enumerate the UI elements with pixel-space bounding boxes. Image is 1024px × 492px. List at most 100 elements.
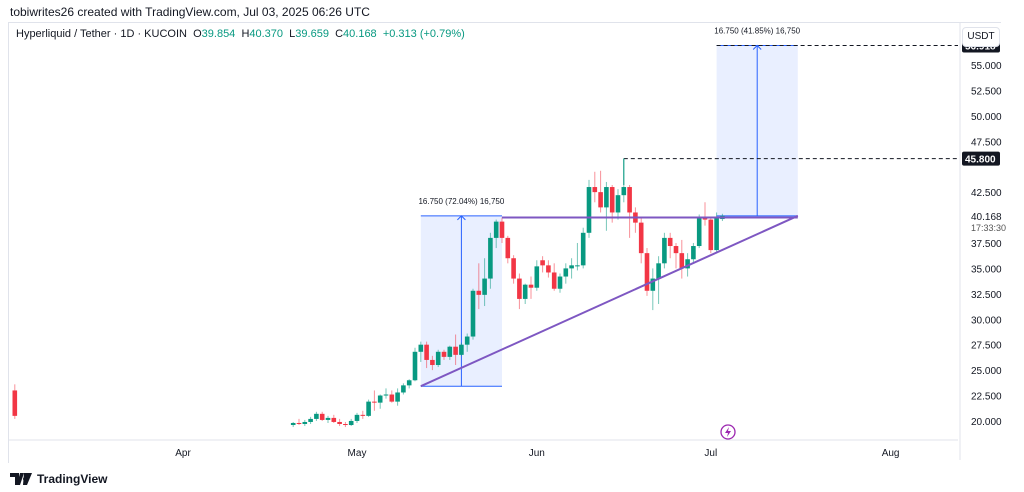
candle-body — [377, 395, 383, 403]
candle-body — [302, 421, 308, 425]
tradingview-logo-text: TradingView — [37, 472, 108, 486]
candle-body — [383, 394, 389, 396]
candle-body — [569, 265, 574, 269]
candle-body — [348, 420, 354, 426]
measure-label: 16.750 (72.04%) 16,750 — [418, 197, 504, 206]
candle-body — [650, 278, 656, 291]
candle-body — [395, 392, 400, 402]
candle-body — [586, 187, 592, 233]
open-value: 39.854 — [201, 28, 236, 40]
y-tick-label: 42.500 — [971, 188, 1002, 199]
chart-credit: tobiwrites26 created with TradingView.co… — [10, 5, 370, 19]
last-price-label: 40.168 — [971, 212, 1002, 223]
candle-body — [714, 216, 719, 251]
candle-body — [511, 258, 516, 279]
measure-arrowhead — [752, 44, 762, 50]
close-label: C — [335, 28, 344, 40]
candle-body — [557, 276, 563, 289]
y-tick-label: 27.500 — [971, 341, 1002, 352]
low-value: 39.659 — [295, 28, 329, 40]
symbol-legend: Hyperliquid / Tether · 1D · KUCOIN O39.8… — [16, 28, 465, 40]
measure-label: 16.750 (41.85%) 16,750 — [714, 26, 800, 35]
candle-body — [598, 192, 603, 208]
y-tick-label: 37.500 — [971, 239, 1002, 250]
candle-body — [662, 237, 667, 264]
candle-body — [406, 380, 412, 386]
candle-body — [673, 246, 679, 254]
candle-body — [540, 260, 545, 266]
x-tick-label: Apr — [175, 448, 191, 459]
high-value: 40.370 — [249, 28, 284, 40]
tradingview-logo: TradingView — [10, 472, 107, 486]
candle-body — [290, 422, 296, 426]
candle-body — [575, 265, 580, 267]
candle-body — [12, 390, 18, 416]
candle-body — [424, 344, 429, 360]
candle-body — [667, 237, 673, 247]
candle-body — [679, 253, 685, 269]
candle-body — [482, 278, 487, 295]
candle-body — [493, 221, 499, 238]
chart-frame — [8, 22, 1001, 463]
lightning-glyph — [725, 427, 731, 437]
candle-body — [435, 351, 441, 366]
x-tick-label: May — [348, 448, 367, 459]
candle-body — [505, 237, 511, 259]
candle-body — [389, 394, 395, 402]
candle-body — [453, 346, 458, 355]
candle-body — [319, 413, 325, 420]
candle-body — [499, 221, 505, 238]
candle-body — [476, 290, 482, 295]
y-tick-label: 32.500 — [971, 290, 1002, 301]
candle-body — [615, 195, 621, 213]
candle-body — [627, 187, 632, 213]
y-tick-label: 52.500 — [971, 86, 1002, 97]
candle-body — [488, 237, 493, 279]
lightning-event-icon[interactable] — [720, 424, 736, 440]
low-label: L — [289, 28, 296, 40]
candle-body — [418, 344, 424, 352]
y-tick-label: 55.000 — [971, 61, 1002, 72]
candle-body — [470, 290, 476, 337]
candle-body — [337, 421, 342, 425]
plot-area — [12, 44, 958, 428]
candle-body — [656, 263, 661, 279]
candle-body — [401, 385, 406, 393]
candle-body — [366, 401, 371, 416]
candle-body — [447, 346, 453, 357]
y-tick-label: 25.000 — [971, 366, 1002, 377]
tradingview-logo-icon — [10, 473, 32, 485]
measure-arrowhead — [457, 215, 466, 221]
candle-body — [702, 217, 708, 220]
ascending-trendline — [420, 214, 799, 388]
open-label: O — [193, 28, 202, 40]
candle-body — [609, 187, 615, 213]
y-tick-label: 22.500 — [971, 392, 1002, 403]
candle-body — [308, 418, 313, 422]
candle-body — [354, 414, 360, 421]
candle-body — [325, 417, 331, 420]
change-value: +0.313 (+0.79%) — [382, 28, 465, 40]
candle-body — [546, 265, 551, 273]
candle-body — [360, 414, 366, 416]
candle-body — [708, 219, 714, 251]
candle-body — [696, 217, 702, 247]
price-badge — [962, 151, 1000, 166]
candle-body — [430, 359, 435, 366]
candle-body — [296, 422, 302, 425]
candle-body — [592, 187, 598, 193]
high-label: H — [241, 28, 250, 40]
y-tick-label: 20.000 — [971, 417, 1002, 428]
x-tick-label: Aug — [882, 448, 900, 459]
candle-body — [604, 187, 609, 208]
candle-body — [691, 246, 696, 260]
candle-body — [638, 222, 644, 254]
candle-body — [343, 424, 348, 426]
symbol-name[interactable]: Hyperliquid / Tether · 1D · KUCOIN — [16, 28, 187, 40]
candle-body — [644, 253, 650, 291]
candle-body — [621, 187, 627, 196]
currency-button[interactable]: USDT — [962, 27, 1000, 47]
close-value: 40.168 — [343, 28, 377, 40]
candle-body — [534, 266, 540, 288]
